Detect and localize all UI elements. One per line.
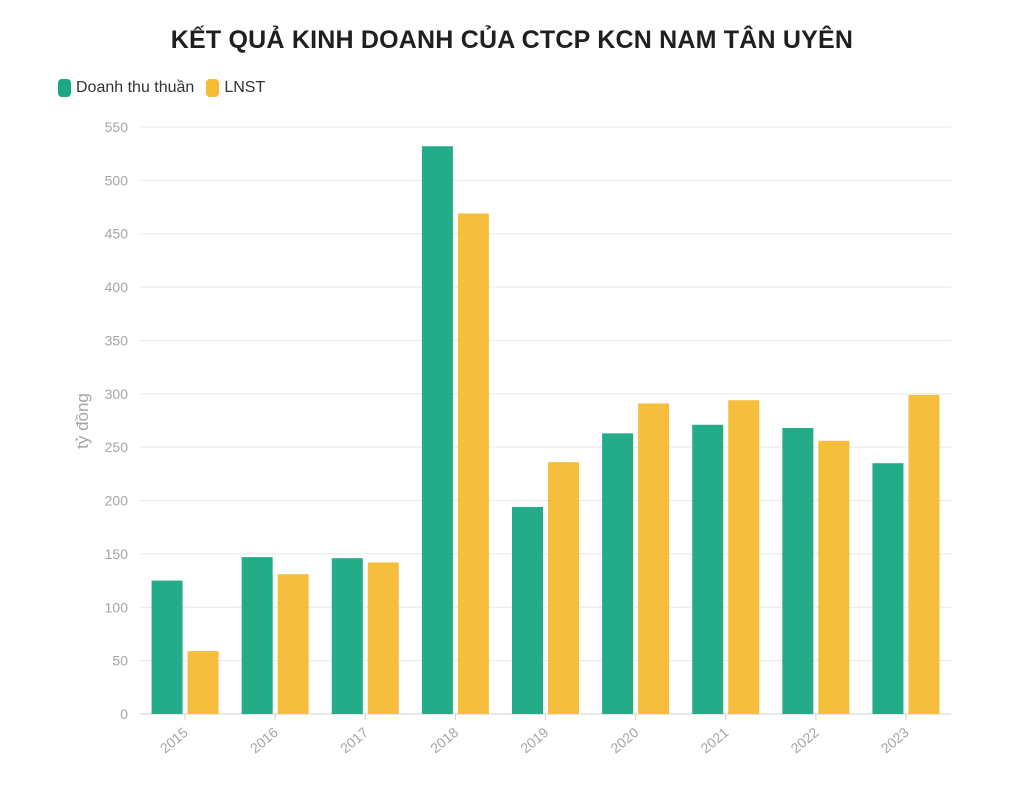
bar-revenue: Doanh thu thuần 2017: 146 xyxy=(331,558,363,714)
x-tick-label: 2022 xyxy=(788,724,822,756)
bar-profit: LNST 2019: 236 xyxy=(548,462,579,714)
legend-swatch-profit xyxy=(206,79,220,97)
legend-item-revenue[interactable]: Doanh thu thuần xyxy=(58,79,194,97)
legend-swatch-revenue xyxy=(58,79,71,97)
y-tick-label: 100 xyxy=(105,599,129,615)
bar-profit: LNST 2023: 299 xyxy=(908,394,940,714)
bar-revenue: Doanh thu thuần 2021: 271 xyxy=(692,424,724,714)
y-tick-label: 150 xyxy=(105,546,129,562)
x-tick-label: 2023 xyxy=(878,724,912,756)
x-tick-label: 2018 xyxy=(427,724,461,756)
bar-revenue: Doanh thu thuần 2023: 235 xyxy=(872,463,904,714)
y-tick-label: 400 xyxy=(105,279,129,295)
bar-profit: LNST 2022: 256 xyxy=(818,440,850,714)
bar-profit: LNST 2021: 294 xyxy=(728,400,760,714)
y-axis-label: tỷ đồng xyxy=(73,393,92,449)
legend-label-profit: LNST xyxy=(224,79,266,96)
bar-profit: LNST 2015: 59 xyxy=(187,651,219,714)
y-tick-label: 0 xyxy=(120,706,128,722)
bar-revenue: Doanh thu thuần 2015: 125 xyxy=(151,580,183,714)
y-tick-label: 250 xyxy=(105,439,129,455)
bar-profit: LNST 2017: 142 xyxy=(367,562,399,714)
x-tick-label: 2015 xyxy=(157,724,191,756)
x-tick-label: 2019 xyxy=(517,724,551,756)
y-tick-label: 200 xyxy=(105,493,129,509)
x-tick-label: 2016 xyxy=(247,724,281,756)
y-tick-label: 300 xyxy=(105,386,129,402)
legend-item-profit[interactable]: LNST xyxy=(206,79,265,97)
x-tick-label: 2017 xyxy=(337,724,371,756)
bar-revenue: Doanh thu thuần 2016: 147 xyxy=(241,557,273,714)
x-tick-label: 2021 xyxy=(697,724,731,756)
legend: Doanh thu thuần LNST xyxy=(58,79,265,97)
x-tick-label: 2020 xyxy=(607,724,641,756)
bar-revenue: Doanh thu thuần 2022: 268 xyxy=(782,427,814,714)
y-tick-label: 500 xyxy=(105,172,129,188)
bar-revenue: Doanh thu thuần 2018: 532 xyxy=(421,146,453,714)
bar-revenue: Doanh thu thuần 2019: 194 xyxy=(512,506,543,714)
y-tick-label: 550 xyxy=(105,119,129,135)
bar-profit: LNST 2020: 291 xyxy=(638,403,670,714)
bar-profit: LNST 2018: 469 xyxy=(457,213,489,714)
y-tick-label: 50 xyxy=(112,653,128,669)
legend-label-revenue: Doanh thu thuần xyxy=(76,79,195,96)
y-tick-label: 350 xyxy=(105,332,129,348)
y-tick-label: 450 xyxy=(105,226,129,242)
chart-title: KẾT QUẢ KINH DOANH CỦA CTCP KCN NAM TÂN … xyxy=(170,26,854,54)
bar-profit: LNST 2016: 131 xyxy=(277,574,309,714)
bar-revenue: Doanh thu thuần 2020: 263 xyxy=(602,433,634,714)
